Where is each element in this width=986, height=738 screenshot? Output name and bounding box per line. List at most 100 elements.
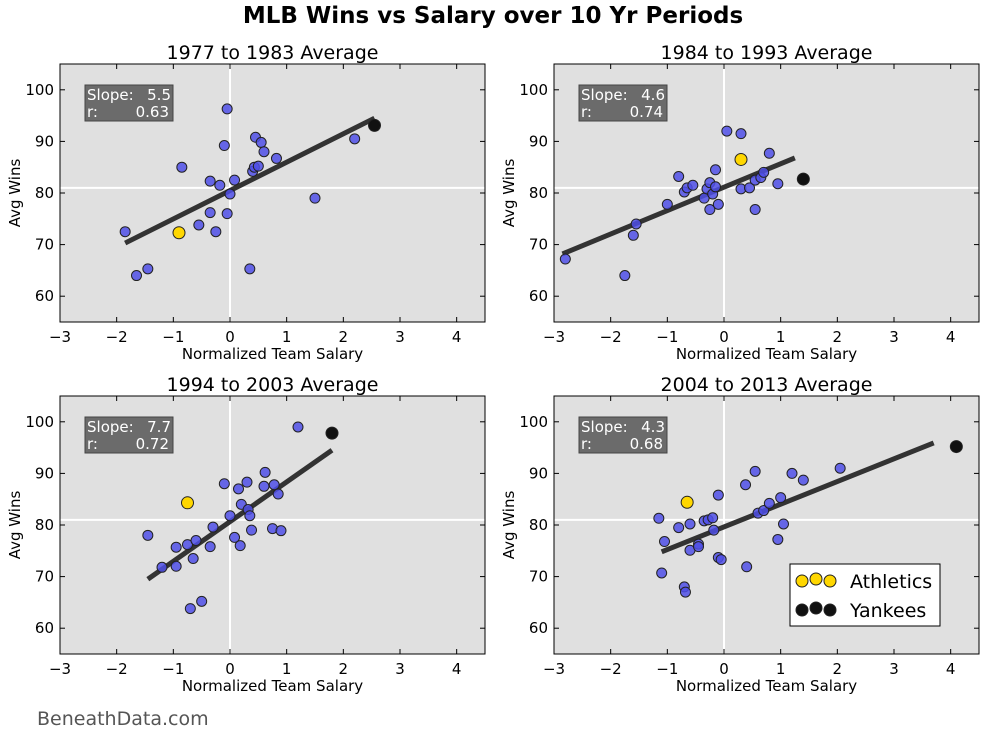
- x-axis-label: Normalized Team Salary: [676, 677, 857, 695]
- x-tick-label: −3: [543, 660, 565, 678]
- team-point: [218, 478, 230, 490]
- team-point: [190, 534, 202, 546]
- team-point: [218, 140, 230, 152]
- team-point: [229, 174, 241, 186]
- plot-frame: [59, 395, 486, 655]
- stats-box: [578, 416, 668, 454]
- team-point: [142, 263, 154, 275]
- team-point: [772, 533, 784, 545]
- x-tick-label: −2: [106, 328, 128, 346]
- team-point: [707, 512, 719, 524]
- team-point: [244, 510, 256, 522]
- r-label: r:: [87, 103, 98, 121]
- team-point: [252, 160, 264, 172]
- y-tick-label: 100: [519, 81, 548, 99]
- athletics-legend-marker: [823, 574, 837, 588]
- yankees-legend-marker: [809, 601, 823, 615]
- team-point: [187, 553, 199, 565]
- team-point: [749, 465, 761, 477]
- team-point: [673, 522, 685, 534]
- y-tick-label: 60: [35, 619, 54, 637]
- r-label: r:: [581, 103, 592, 121]
- x-tick-label: 0: [719, 328, 729, 346]
- regression-line: [146, 448, 334, 582]
- team-point: [710, 164, 721, 176]
- y-tick-label: 70: [529, 236, 548, 254]
- r-label: r:: [581, 435, 592, 453]
- regression-line: [561, 155, 796, 257]
- x-tick-label: −1: [656, 660, 678, 678]
- team-point: [834, 462, 846, 474]
- team-point: [214, 179, 226, 191]
- team-point: [258, 146, 270, 158]
- scatter-panel-4: −3 −2 −1 0 1 2 3 4 60 70 80 90 100 Slope: 4.3 r: 0.68 200…: [500, 374, 980, 695]
- team-point: [659, 536, 670, 548]
- slope-label: Slope:: [87, 86, 134, 104]
- team-point: [142, 529, 154, 541]
- team-point: [270, 152, 282, 164]
- team-point: [679, 586, 691, 598]
- x-axis-label: Normalized Team Salary: [182, 345, 363, 363]
- r-value: 0.68: [630, 435, 663, 453]
- team-point: [275, 525, 287, 537]
- athletics-legend-marker: [795, 574, 809, 588]
- y-tick-label: 90: [529, 464, 548, 482]
- slope-label: Slope:: [87, 418, 134, 436]
- team-point: [272, 488, 284, 500]
- panel-title: 1994 to 2003 Average: [167, 374, 379, 396]
- team-point: [744, 182, 755, 194]
- y-tick-label: 60: [35, 287, 54, 305]
- panel-title: 1977 to 1983 Average: [167, 42, 379, 64]
- y-tick-label: 100: [25, 81, 54, 99]
- team-point: [196, 595, 208, 607]
- team-point: [229, 531, 241, 543]
- team-point: [772, 178, 784, 190]
- team-point: [131, 270, 142, 282]
- scatter-panel-1: −3 −2 −1 0 1 2 3 4 60 70 80 90 100 Slope: 5.5 r: 0.63 197…: [6, 42, 486, 363]
- team-point: [233, 483, 244, 495]
- r-value: 0.74: [630, 103, 663, 121]
- x-tick-label: 3: [395, 660, 405, 678]
- y-tick-label: 70: [35, 236, 54, 254]
- team-point: [661, 198, 673, 210]
- r-label: r:: [87, 435, 98, 453]
- team-point: [684, 518, 696, 530]
- team-point: [224, 510, 236, 522]
- team-point: [721, 125, 733, 137]
- team-point: [741, 561, 753, 573]
- y-axis-label: Avg Wins: [6, 159, 24, 228]
- slope-label: Slope:: [581, 86, 628, 104]
- x-tick-label: −1: [162, 328, 184, 346]
- y-tick-label: 100: [519, 413, 548, 431]
- team-point: [193, 219, 205, 231]
- regression-line: [124, 115, 376, 246]
- yankees-point: [796, 172, 810, 186]
- slope-value: 7.7: [147, 418, 171, 436]
- slope-value: 5.5: [147, 86, 171, 104]
- team-point: [763, 497, 775, 509]
- r-value: 0.72: [136, 435, 169, 453]
- team-point: [292, 421, 304, 433]
- team-point: [244, 263, 256, 275]
- team-point: [258, 480, 270, 492]
- team-point: [559, 253, 571, 265]
- athletics-point: [680, 495, 694, 509]
- legend-label-athletics: Athletics: [850, 571, 932, 593]
- r-value: 0.63: [136, 103, 169, 121]
- team-point: [170, 541, 182, 553]
- yankees-point: [949, 440, 963, 454]
- team-point: [246, 524, 258, 536]
- team-point: [156, 561, 168, 573]
- scatter-panel-3: −3 −2 −1 0 1 2 3 4 60 70 80 90 100 Slope: 7.7 r: 0.72 199…: [6, 374, 486, 695]
- athletics-point: [172, 226, 186, 240]
- athletics-point: [181, 496, 194, 510]
- x-tick-label: 2: [833, 660, 843, 678]
- y-axis-label: Avg Wins: [500, 159, 518, 228]
- x-tick-label: −2: [106, 660, 128, 678]
- team-point: [627, 229, 639, 241]
- x-tick-label: 3: [889, 328, 899, 346]
- x-tick-label: 3: [889, 660, 899, 678]
- team-point: [170, 560, 182, 572]
- team-point: [656, 567, 668, 579]
- team-point: [758, 166, 770, 178]
